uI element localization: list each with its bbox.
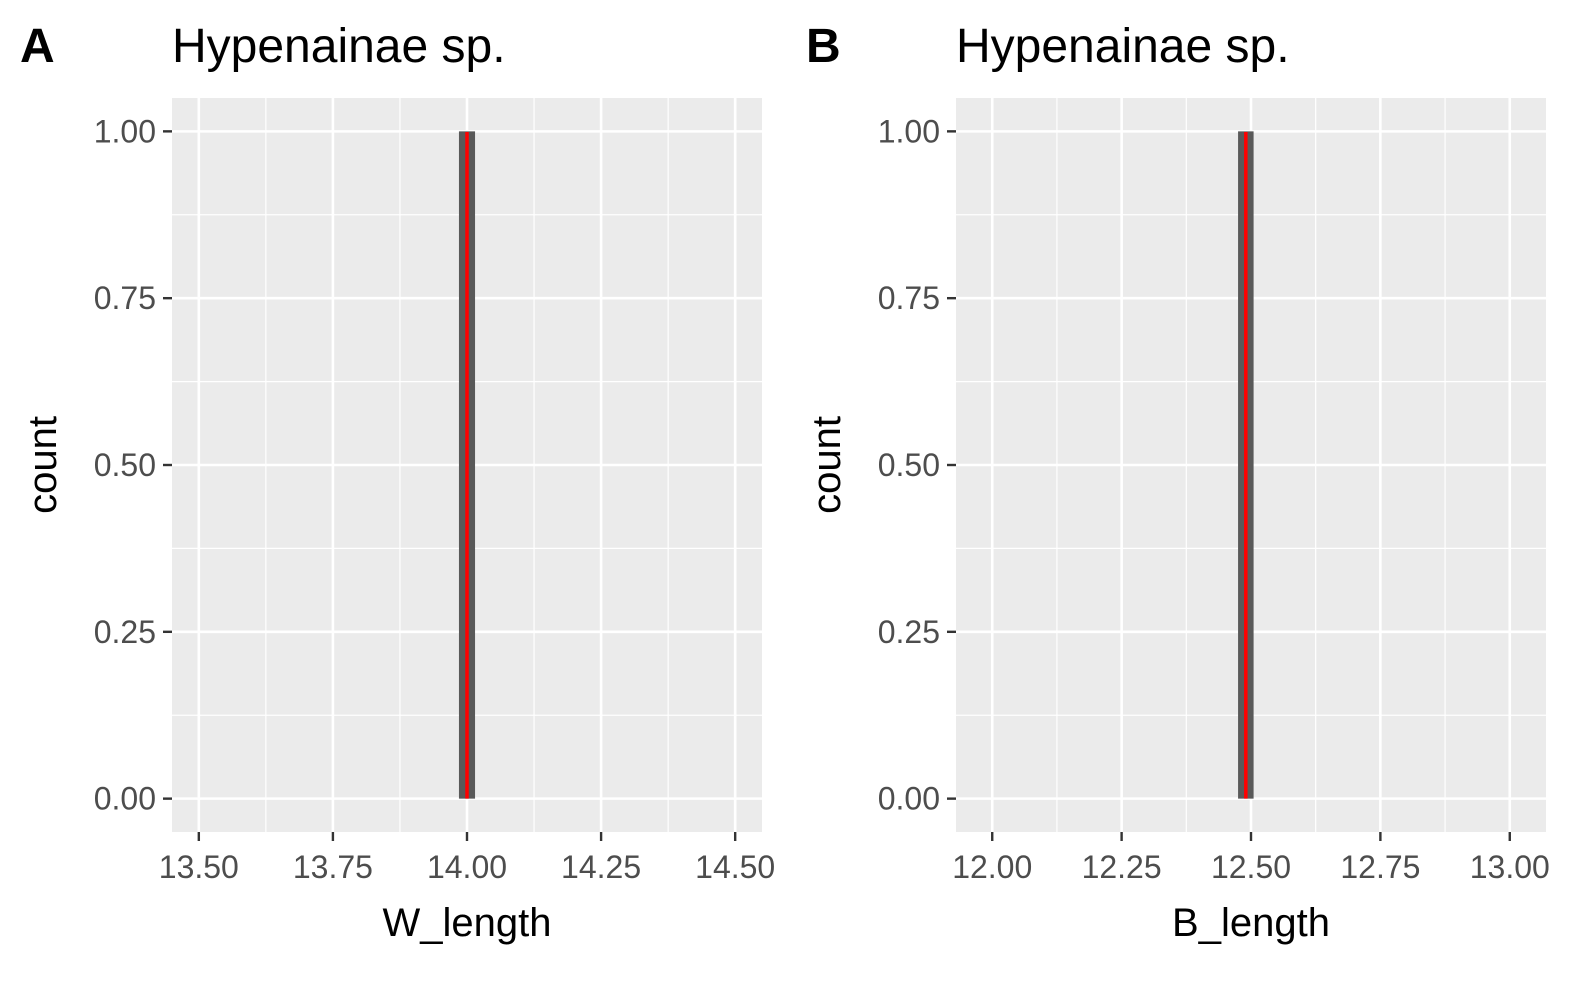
- panel-a-y-tick-label: 0.50: [94, 447, 156, 483]
- panel-b-x-tick-label: 12.50: [1211, 849, 1291, 885]
- panel-b-y-axis-title: count: [805, 416, 849, 514]
- panel-tag-b: B: [806, 20, 841, 73]
- panel-b-x-tick-label: 12.25: [1082, 849, 1162, 885]
- panel-a-x-tick-label: 13.75: [293, 849, 373, 885]
- panel-b-x-axis-title: B_length: [1172, 901, 1330, 945]
- panel-b-x-tick-label: 12.00: [952, 849, 1032, 885]
- panel-b-y-tick-label: 1.00: [878, 113, 940, 149]
- panel-a-y-tick-label: 0.25: [94, 614, 156, 650]
- panel-a-x-tick-label: 14.25: [561, 849, 641, 885]
- panel-b-y-tick-label: 0.75: [878, 280, 940, 316]
- panel-a-x-axis-title: W_length: [383, 901, 552, 945]
- panel-a-y-axis-title: count: [21, 416, 65, 514]
- panel-tag-a: A: [20, 20, 55, 73]
- panel-a-x-tick-label: 13.50: [159, 849, 239, 885]
- panel-a: A Hypenainae sp. 0.00 0.25 0.50 0.75 1.00 13.…: [20, 20, 775, 945]
- panel-b-y-tick-label: 0.00: [878, 781, 940, 817]
- panel-b-y-tick-label: 0.25: [878, 614, 940, 650]
- panel-b-x-tick-label: 12.75: [1340, 849, 1420, 885]
- panel-b-axes: 0.00 0.25 0.50 0.75 1.00 12.00 12.25 12.50 12.75…: [878, 113, 1550, 885]
- panel-a-marks: [458, 131, 476, 799]
- panel-a-title: Hypenainae sp.: [172, 20, 506, 73]
- panel-b-title: Hypenainae sp.: [956, 20, 1290, 73]
- panel-b-marks: [1238, 131, 1254, 799]
- panel-b-y-tick-label: 0.50: [878, 447, 940, 483]
- panel-a-x-tick-label: 14.00: [427, 849, 507, 885]
- panel-a-y-tick-label: 0.75: [94, 280, 156, 316]
- panel-a-y-tick-label: 0.00: [94, 781, 156, 817]
- panel-a-x-tick-label: 14.50: [695, 849, 775, 885]
- panel-a-axes: 0.00 0.25 0.50 0.75 1.00 13.50 13.75 14.00 14.25…: [94, 113, 776, 885]
- panel-b-x-tick-label: 13.00: [1470, 849, 1550, 885]
- panel-a-y-tick-label: 1.00: [94, 113, 156, 149]
- panel-b: B Hypenainae sp. 0.00 0.25 0.50 0.75 1.00 12.…: [805, 20, 1550, 945]
